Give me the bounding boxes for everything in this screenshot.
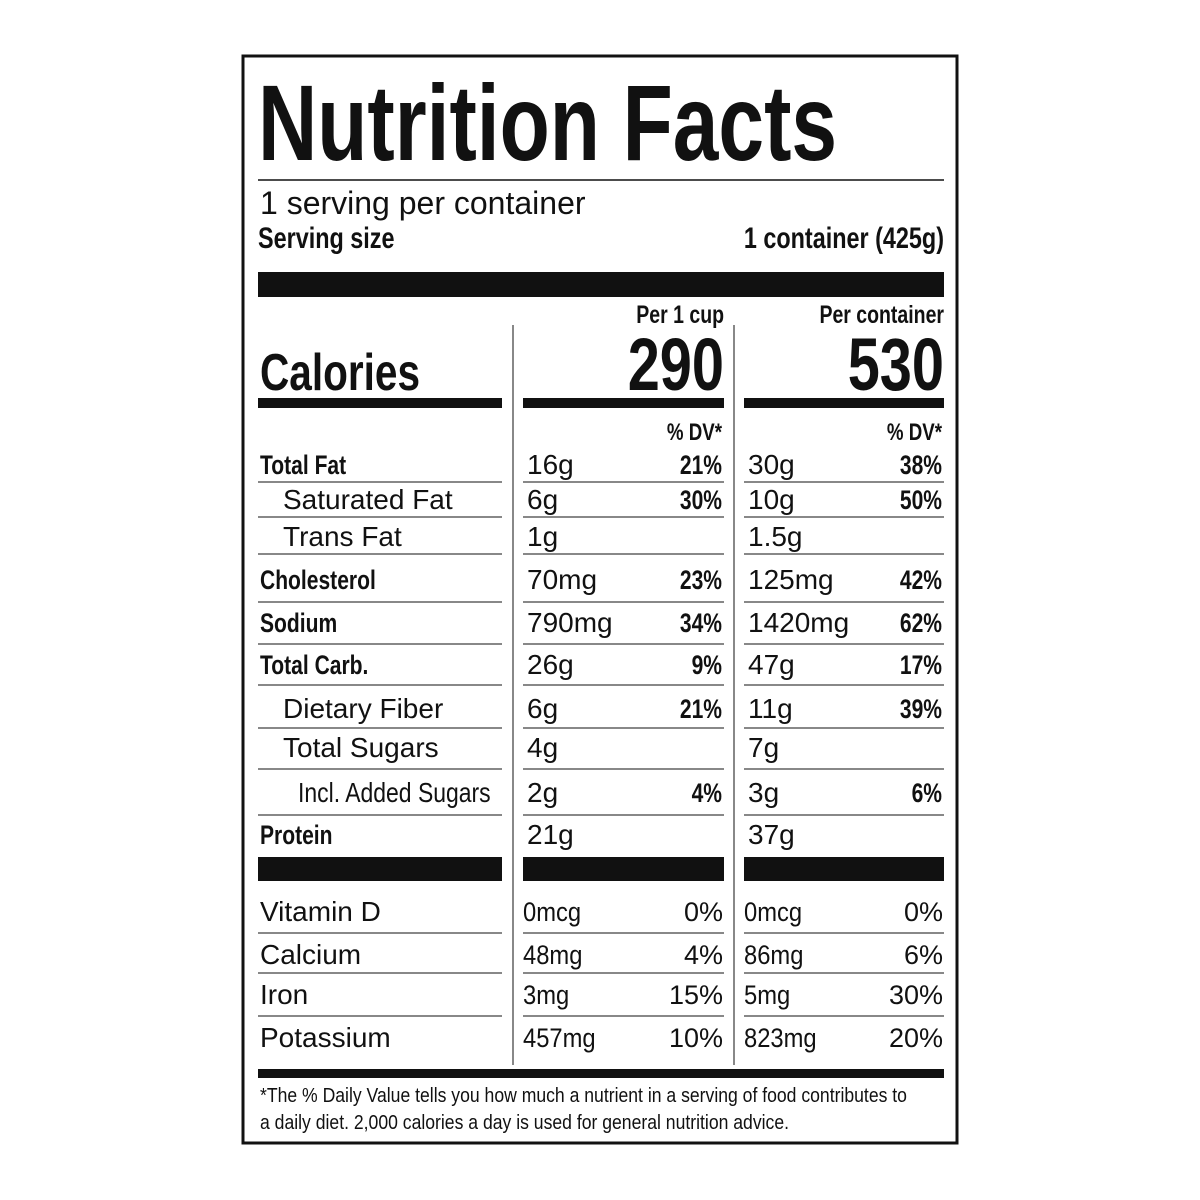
- dv-header: % DV*: [887, 419, 943, 446]
- vitamin-amount: 0mcg: [744, 898, 802, 928]
- nutrient-amount: 26g: [527, 649, 574, 680]
- vitamin-dv: 20%: [889, 1023, 943, 1053]
- nutrient-name: Total Carb.: [260, 651, 368, 681]
- serving-size-value: 1 container (425g): [744, 221, 944, 254]
- nutrient-amount: 6g: [527, 484, 558, 515]
- title: Nutrition Facts: [258, 63, 837, 183]
- vitamin-dv: 30%: [889, 980, 943, 1010]
- vitamin-dv: 6%: [904, 940, 943, 970]
- thick-bar: [258, 272, 944, 297]
- nutrient-dv: 9%: [692, 651, 722, 681]
- vitamin-amount: 3mg: [523, 981, 569, 1011]
- nutrient-amount: 47g: [748, 649, 795, 680]
- calories-bar: [523, 398, 724, 408]
- nutrient-amount: 4g: [527, 732, 558, 763]
- nutrient-amount: 3g: [748, 777, 779, 808]
- nutrient-amount: 21g: [527, 819, 574, 850]
- vitamin-amount: 457mg: [523, 1024, 596, 1054]
- nutrient-dv: 38%: [900, 451, 942, 481]
- nutrient-amount: 1420mg: [748, 607, 849, 638]
- calories-label: Calories: [260, 343, 420, 401]
- label-border: [241, 54, 959, 1145]
- nutrient-amount: 37g: [748, 819, 795, 850]
- footnote: *The % Daily Value tells you how much a …: [260, 1084, 907, 1106]
- nutrient-dv: 6%: [912, 779, 942, 809]
- nutrient-amount: 790mg: [527, 607, 613, 638]
- nutrient-amount: 1g: [527, 521, 558, 552]
- nutrient-amount: 11g: [748, 693, 793, 724]
- nutrient-amount: 2g: [527, 777, 558, 808]
- nutrient-amount: 70mg: [527, 564, 597, 595]
- nutrient-name: Saturated Fat: [283, 484, 453, 515]
- nutrient-dv: 21%: [680, 451, 722, 481]
- nutrient-dv: 23%: [680, 566, 722, 596]
- thick-bar: [258, 1069, 944, 1078]
- vitamin-name: Potassium: [260, 1022, 391, 1053]
- nutrient-dv: 39%: [900, 695, 942, 725]
- nutrient-dv: 30%: [680, 486, 722, 516]
- calories-value: 530: [848, 324, 944, 407]
- thick-bar: [744, 857, 944, 881]
- vitamin-amount: 48mg: [523, 941, 582, 971]
- vitamin-dv: 15%: [669, 980, 723, 1010]
- nutrient-amount: 7g: [748, 732, 779, 763]
- nutrient-name: Total Sugars: [283, 732, 439, 763]
- vitamin-amount: 86mg: [744, 941, 803, 971]
- nutrient-name: Cholesterol: [260, 566, 376, 596]
- servings: 1 serving per container: [260, 185, 586, 221]
- thick-bar: [258, 857, 502, 881]
- nutrient-dv: 4%: [692, 779, 722, 809]
- footnote: a daily diet. 2,000 calories a day is us…: [260, 1111, 789, 1133]
- calories-bar: [744, 398, 944, 408]
- nutrient-dv: 50%: [900, 486, 942, 516]
- nutrient-dv: 42%: [900, 566, 942, 596]
- nutrient-amount: 6g: [527, 693, 558, 724]
- nutrient-amount: 30g: [748, 449, 795, 480]
- nutrient-name: Trans Fat: [283, 521, 402, 552]
- nutrient-name: Dietary Fiber: [283, 693, 443, 724]
- nutrient-name: Sodium: [260, 609, 337, 639]
- nutrient-amount: 1.5g: [748, 521, 803, 552]
- vitamin-dv: 4%: [684, 940, 723, 970]
- column-header: Per container: [819, 301, 944, 329]
- vitamin-dv: 0%: [684, 897, 723, 927]
- dv-header: % DV*: [667, 419, 723, 446]
- serving-size-label: Serving size: [258, 221, 395, 254]
- nutrient-dv: 34%: [680, 609, 722, 639]
- calories-value: 290: [628, 324, 724, 407]
- nutrient-amount: 16g: [527, 449, 574, 480]
- nutrient-dv: 17%: [900, 651, 942, 681]
- nutrient-name: Incl. Added Sugars: [298, 778, 491, 809]
- calories-bar: [258, 398, 502, 408]
- vitamin-amount: 5mg: [744, 981, 790, 1011]
- nutrient-amount: 125mg: [748, 564, 834, 595]
- vitamin-amount: 0mcg: [523, 898, 581, 928]
- nutrient-dv: 62%: [900, 609, 942, 639]
- vitamin-name: Calcium: [260, 939, 361, 970]
- nutrient-name: Protein: [260, 821, 333, 851]
- vitamin-dv: 0%: [904, 897, 943, 927]
- thick-bar: [523, 857, 724, 881]
- vitamin-dv: 10%: [669, 1023, 723, 1053]
- vitamin-name: Vitamin D: [260, 896, 381, 927]
- nutrient-amount: 10g: [748, 484, 795, 515]
- vitamin-name: Iron: [260, 979, 308, 1010]
- nutrient-name: Total Fat: [260, 451, 346, 481]
- column-header: Per 1 cup: [636, 301, 724, 329]
- vitamin-amount: 823mg: [744, 1024, 817, 1054]
- nutrient-dv: 21%: [680, 695, 722, 725]
